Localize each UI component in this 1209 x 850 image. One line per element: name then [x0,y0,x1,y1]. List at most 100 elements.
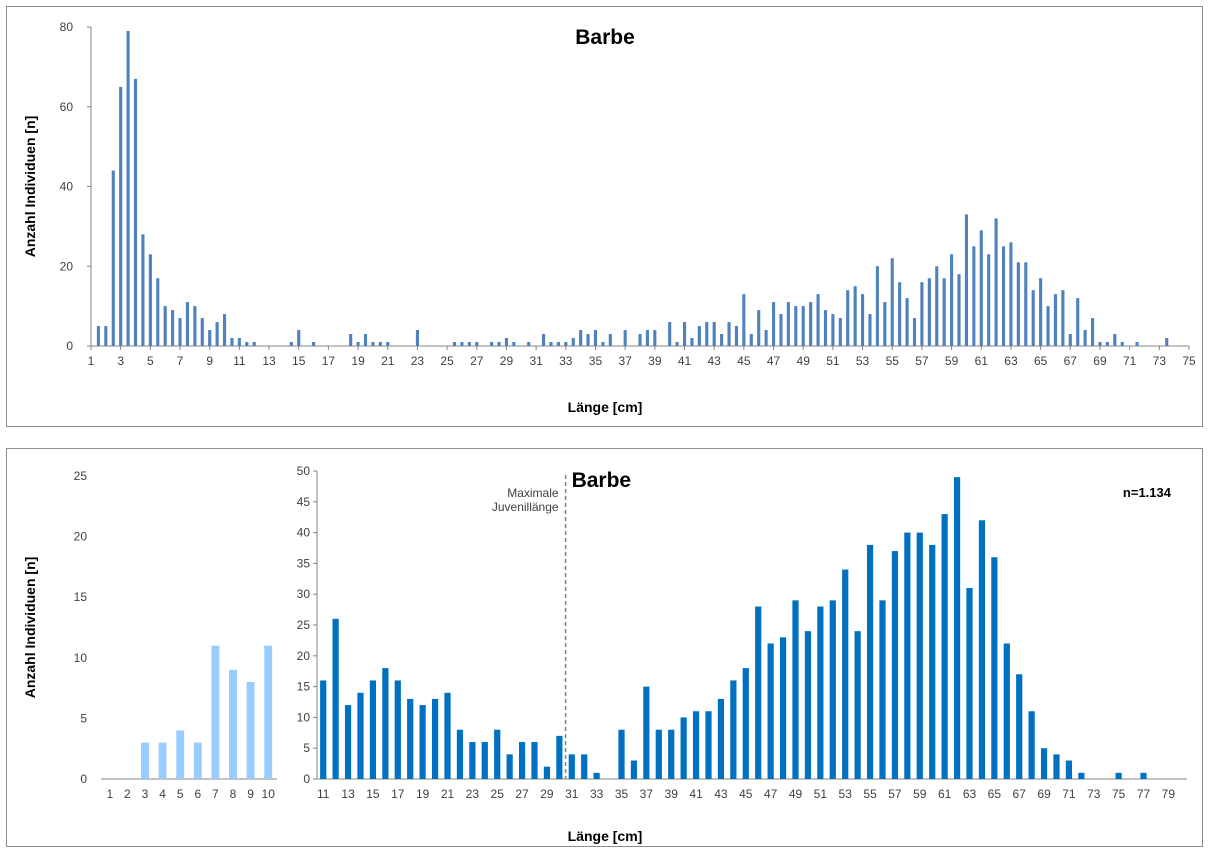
bar [467,342,471,346]
right-x-tick-label: 69 [1037,787,1051,801]
bar [215,322,219,346]
bar [171,310,175,346]
right-bar [332,618,339,779]
right-bar [866,544,874,779]
bar [749,334,753,346]
bar [1016,262,1020,346]
right-bar [655,729,662,779]
bar [133,78,138,347]
right-bar [394,680,401,779]
left-y-tick-label: 0 [80,772,87,786]
left-bar [193,742,202,779]
bar [1090,318,1095,346]
right-bar [494,729,501,779]
x-tick-label: 75 [1182,354,1196,368]
right-x-tick-label: 39 [665,787,679,801]
bar [119,86,123,346]
bar [126,30,130,347]
bar [1165,338,1169,346]
bar [727,322,731,346]
x-tick-label: 21 [381,354,395,368]
bar [497,342,501,346]
x-tick-label: 73 [1153,354,1167,368]
right-x-tick-label: 51 [814,787,828,801]
bar [556,342,560,346]
bar [312,342,316,346]
top-chart-panel: 0 20 40 60 80 1 3 5 7 9 11 13 15 17 19 21 23 25 27 29 31 33 35… [6,6,1203,427]
right-bar [543,766,551,779]
left-y-tick-label: 25 [74,469,88,483]
right-bar [618,729,625,779]
right-y-tick-label: 15 [297,680,311,694]
right-bar [804,631,812,779]
right-x-tick-label: 61 [938,787,952,801]
bar [230,338,234,346]
left-y-tick-label: 15 [74,590,88,604]
bar [104,326,108,346]
right-x-tick-label: 47 [764,787,778,801]
right-bar [692,711,700,779]
right-bar [966,588,973,779]
right-x-tick-label: 31 [565,787,579,801]
right-x-tick-label: 67 [1013,787,1027,801]
bar [994,218,998,346]
bar [363,334,368,346]
x-tick-label: 1 [88,354,95,368]
bar [586,334,590,346]
bar [734,326,739,346]
right-x-tick-label: 65 [988,787,1002,801]
bar [193,306,197,346]
right-bar [829,600,836,779]
bar [349,334,353,346]
bar [771,302,776,346]
x-tick-label: 23 [411,354,425,368]
x-tick-label: 65 [1034,354,1048,368]
left-bar [246,682,255,779]
right-bar [568,754,575,779]
bar [816,294,820,346]
right-y-tick-label: 45 [297,495,311,509]
right-x-tick-label: 41 [689,787,703,801]
bar [237,338,241,346]
y-tick-label: 60 [60,100,74,114]
x-tick-label: 63 [1004,354,1018,368]
right-x-tick-label: 21 [441,787,455,801]
right-bar [755,606,762,779]
bar [809,302,813,346]
bar [141,234,145,346]
x-tick-label: 49 [797,354,811,368]
x-tick-label: 69 [1093,354,1107,368]
max-juvenile-length-label: Maximale [507,486,559,500]
x-tick-label: 45 [737,354,751,368]
bar [460,342,464,346]
x-axis-title: Länge [cm] [568,828,643,844]
bar [801,306,805,346]
bar [1083,330,1087,346]
x-tick-label: 51 [826,354,840,368]
bar [356,342,360,346]
right-bar [1040,748,1048,779]
right-bar [630,760,638,779]
bar [148,254,152,346]
bar [297,330,301,346]
bar [697,326,701,346]
bar [475,342,479,346]
left-bar [264,645,273,779]
right-bar [904,532,911,779]
bar [861,294,865,346]
bar [208,330,212,346]
right-x-tick-label: 63 [963,787,977,801]
right-x-tick-label: 45 [739,787,753,801]
right-bar [941,514,948,779]
bar [1001,246,1006,346]
bar [920,282,924,346]
right-bar [469,742,476,779]
x-tick-label: 29 [500,354,514,368]
right-bar [643,686,650,779]
bar [415,330,419,346]
left-bar [158,742,167,779]
right-x-tick-label: 75 [1112,787,1126,801]
bar [979,230,983,346]
bar [823,310,828,346]
left-y-tick-label: 20 [74,530,88,544]
